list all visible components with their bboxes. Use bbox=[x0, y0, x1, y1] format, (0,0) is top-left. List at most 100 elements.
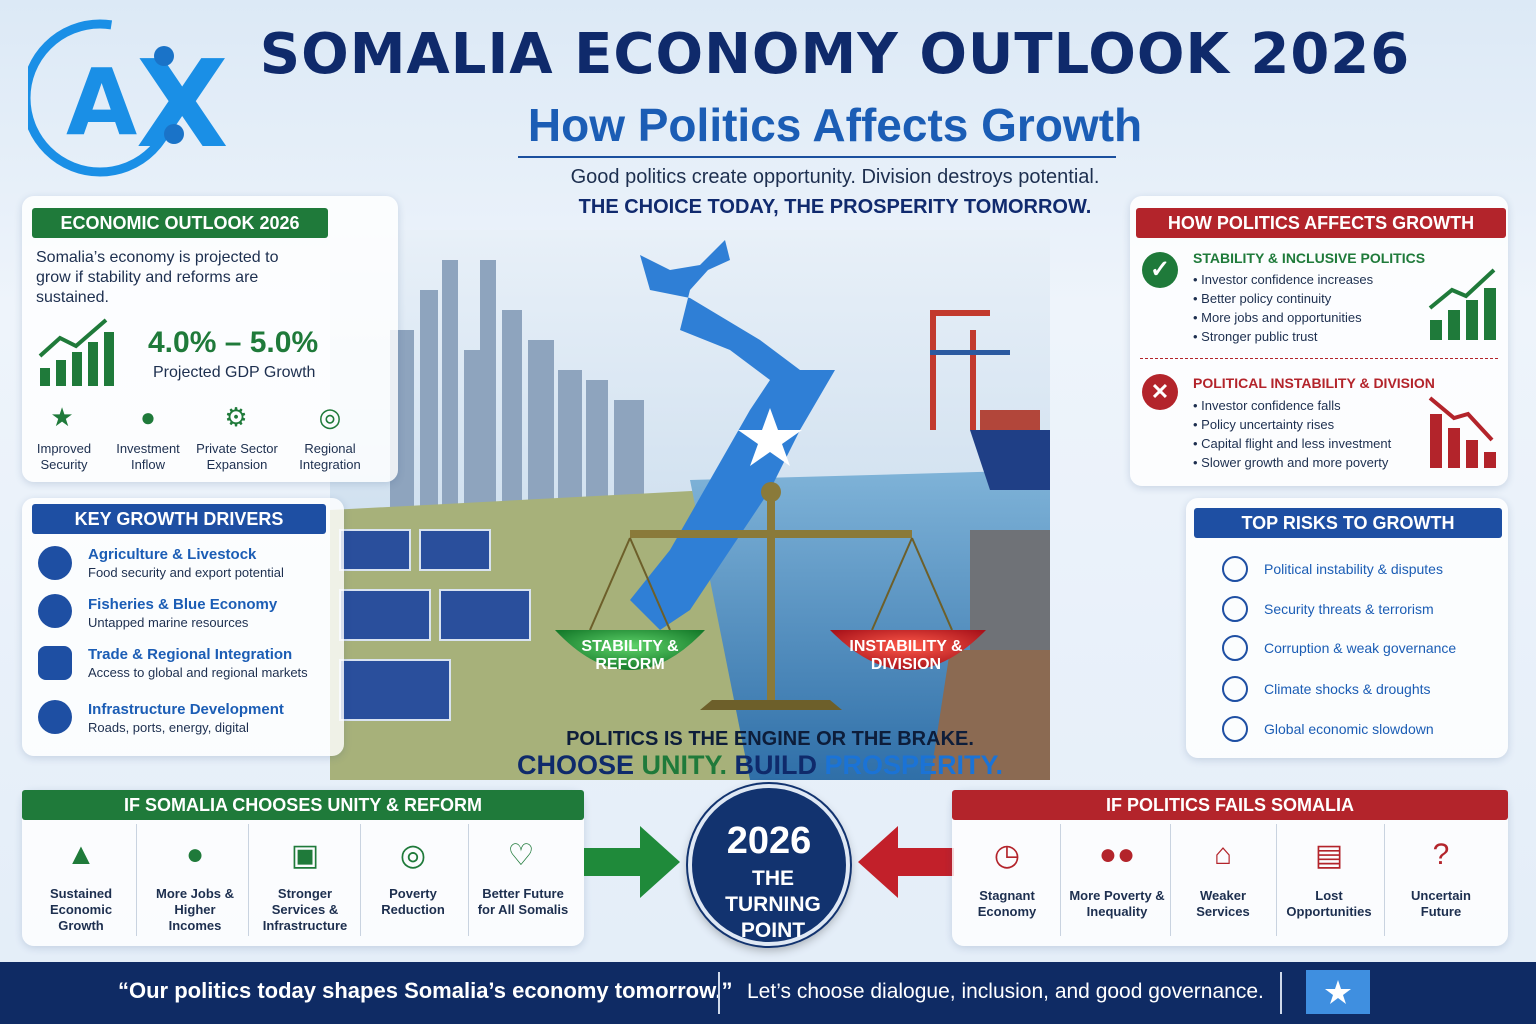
turning-point-text: THE TURNING POINT bbox=[725, 867, 821, 942]
negative-list: Investor confidence falls Policy uncerta… bbox=[1193, 396, 1391, 472]
trade-icon bbox=[38, 646, 72, 680]
tools-icon bbox=[38, 700, 72, 734]
check-icon: ✓ bbox=[1142, 252, 1178, 288]
driver-agriculture-title: Agriculture & Livestock bbox=[88, 546, 257, 563]
cloud-icon bbox=[1222, 676, 1248, 702]
target-icon: ◎ bbox=[399, 839, 427, 872]
driver-trade-title: Trade & Regional Integration bbox=[88, 646, 293, 663]
fails-item: Stagnant Economy bbox=[977, 888, 1037, 919]
svg-text:A: A bbox=[66, 49, 137, 156]
driver-fisheries-desc: Untapped marine resources bbox=[88, 615, 249, 630]
green-arrow-right-icon bbox=[584, 826, 680, 898]
list-item: Investor confidence increases bbox=[1193, 270, 1373, 289]
tagline-emphasis: THE CHOICE TODAY, THE PROSPERITY TOMORRO… bbox=[578, 196, 1092, 218]
list-item: Capital flight and less investment bbox=[1193, 434, 1391, 453]
unity-outcomes-title: IF SOMALIA CHOOSES UNITY & REFORM bbox=[22, 790, 584, 820]
fails-item: More Poverty & Inequality bbox=[1069, 888, 1165, 919]
infrastructure-icon: ▣ bbox=[290, 839, 320, 872]
growth-gears-icon: ⚙ bbox=[224, 402, 248, 432]
clock-icon: ◷ bbox=[993, 839, 1021, 872]
risk-item: Global economic slowdown bbox=[1264, 721, 1434, 737]
wheat-icon bbox=[38, 546, 72, 580]
house-search-icon: ⌂ bbox=[1213, 838, 1233, 871]
driver-infrastructure-desc: Roads, ports, energy, digital bbox=[88, 720, 249, 735]
slogan-line-2: CHOOSE UNITY. BUILD PROSPERITY. bbox=[516, 750, 1004, 780]
fails-item: Lost Opportunities bbox=[1286, 888, 1372, 919]
slogan-line-1: POLITICS IS THE ENGINE OR THE BRAKE. bbox=[566, 728, 974, 750]
footer-call-to-action: Let’s choose dialogue, inclusion, and go… bbox=[747, 980, 1264, 1003]
driver-infrastructure-title: Infrastructure Development bbox=[88, 701, 284, 718]
turning-point-badge: 2026 THE TURNING POINT bbox=[688, 784, 850, 946]
fish-icon bbox=[38, 594, 72, 628]
eco-item-private-sector: ⚙ Private Sector Expansion bbox=[196, 402, 278, 472]
list-item: Stronger public trust bbox=[1193, 327, 1373, 346]
security-icon bbox=[1222, 596, 1248, 622]
unity-item: Poverty Reduction bbox=[381, 886, 445, 917]
eco-item-security: ★ Improved Security bbox=[34, 402, 94, 473]
footer-quote: “Our politics today shapes Somalia’s eco… bbox=[118, 978, 733, 1003]
divider bbox=[136, 824, 137, 936]
tagline: Good politics create opportunity. Divisi… bbox=[570, 166, 1100, 188]
unity-item: More Jobs & Higher Incomes bbox=[155, 886, 234, 933]
red-arrow-left-icon bbox=[858, 826, 954, 898]
svg-text:X: X bbox=[136, 36, 229, 175]
globe-icon: ◎ bbox=[318, 402, 342, 432]
briefcase-icon: ▤ bbox=[1314, 839, 1344, 872]
center-scene-illustration bbox=[330, 230, 1050, 780]
gdp-growth-range: 4.0% – 5.0% bbox=[148, 326, 319, 359]
top-risks-title: TOP RISKS TO GROWTH bbox=[1194, 508, 1502, 538]
turning-point-year: 2026 bbox=[726, 820, 812, 862]
list-item: Policy uncertainty rises bbox=[1193, 415, 1391, 434]
list-item: Slower growth and more poverty bbox=[1193, 453, 1391, 472]
scale-instability-label: INSTABILITY & DIVISION bbox=[849, 638, 963, 673]
globe-icon bbox=[1222, 716, 1248, 742]
conflict-icon bbox=[1222, 556, 1248, 582]
driver-fisheries-title: Fisheries & Blue Economy bbox=[88, 596, 278, 613]
list-item: Better policy continuity bbox=[1193, 289, 1373, 308]
cross-icon: ✕ bbox=[1142, 374, 1178, 410]
investor-icon: ● bbox=[140, 402, 156, 432]
top-risks-panel bbox=[1186, 498, 1508, 758]
footer-divider bbox=[718, 972, 720, 1014]
divider bbox=[1384, 824, 1385, 936]
divider bbox=[1060, 824, 1061, 936]
divider bbox=[1170, 824, 1171, 936]
subtitle-divider bbox=[518, 156, 1116, 158]
driver-trade-desc: Access to global and regional markets bbox=[88, 665, 308, 680]
ax-logo: A X bbox=[28, 19, 229, 177]
risk-item: Climate shocks & droughts bbox=[1264, 681, 1431, 697]
footer-divider bbox=[1280, 972, 1282, 1014]
failure-outcomes-title: IF POLITICS FAILS SOMALIA bbox=[952, 790, 1508, 820]
positive-heading: STABILITY & INCLUSIVE POLITICS bbox=[1193, 250, 1426, 266]
trend-down-icon bbox=[1428, 396, 1496, 468]
divider bbox=[248, 824, 249, 936]
unity-item: Better Future for All Somalis bbox=[477, 886, 569, 917]
risk-item: Security threats & terrorism bbox=[1264, 601, 1434, 617]
page-title: SOMALIA ECONOMY OUTLOOK 2026 bbox=[259, 22, 1411, 87]
page-subtitle: How Politics Affects Growth bbox=[527, 99, 1143, 151]
growth-chart-icon bbox=[38, 318, 114, 386]
positive-list: Investor confidence increases Better pol… bbox=[1193, 270, 1373, 346]
list-item: Investor confidence falls bbox=[1193, 396, 1391, 415]
economic-outlook-description: Somalia’s economy is projected to grow i… bbox=[36, 249, 279, 306]
divider bbox=[360, 824, 361, 936]
politics-effects-title: HOW POLITICS AFFECTS GROWTH bbox=[1136, 208, 1506, 238]
jobs-icon: ● bbox=[185, 838, 205, 871]
economic-outlook-title: ECONOMIC OUTLOOK 2026 bbox=[32, 208, 328, 238]
growth-drivers-title: KEY GROWTH DRIVERS bbox=[32, 504, 326, 534]
eco-item-regional: ◎ Regional Integration bbox=[299, 402, 361, 472]
negative-heading: POLITICAL INSTABILITY & DIVISION bbox=[1193, 375, 1435, 391]
somalia-flag-icon bbox=[1306, 970, 1370, 1014]
gdp-growth-label: Projected GDP Growth bbox=[153, 364, 316, 381]
people-icon: ●● bbox=[1098, 838, 1136, 871]
divider bbox=[1276, 824, 1277, 936]
divider bbox=[468, 824, 469, 936]
risk-item: Political instability & disputes bbox=[1264, 561, 1443, 577]
unity-item: Stronger Services & Infrastructure bbox=[262, 886, 348, 933]
bar-growth-icon: ▲ bbox=[66, 838, 96, 871]
unity-item: Sustained Economic Growth bbox=[49, 886, 113, 933]
scale-stability-label: STABILITY & REFORM bbox=[581, 638, 679, 673]
shield-check-icon: ★ bbox=[50, 402, 74, 432]
heart-icon: ♡ bbox=[507, 839, 535, 872]
list-item: More jobs and opportunities bbox=[1193, 308, 1373, 327]
